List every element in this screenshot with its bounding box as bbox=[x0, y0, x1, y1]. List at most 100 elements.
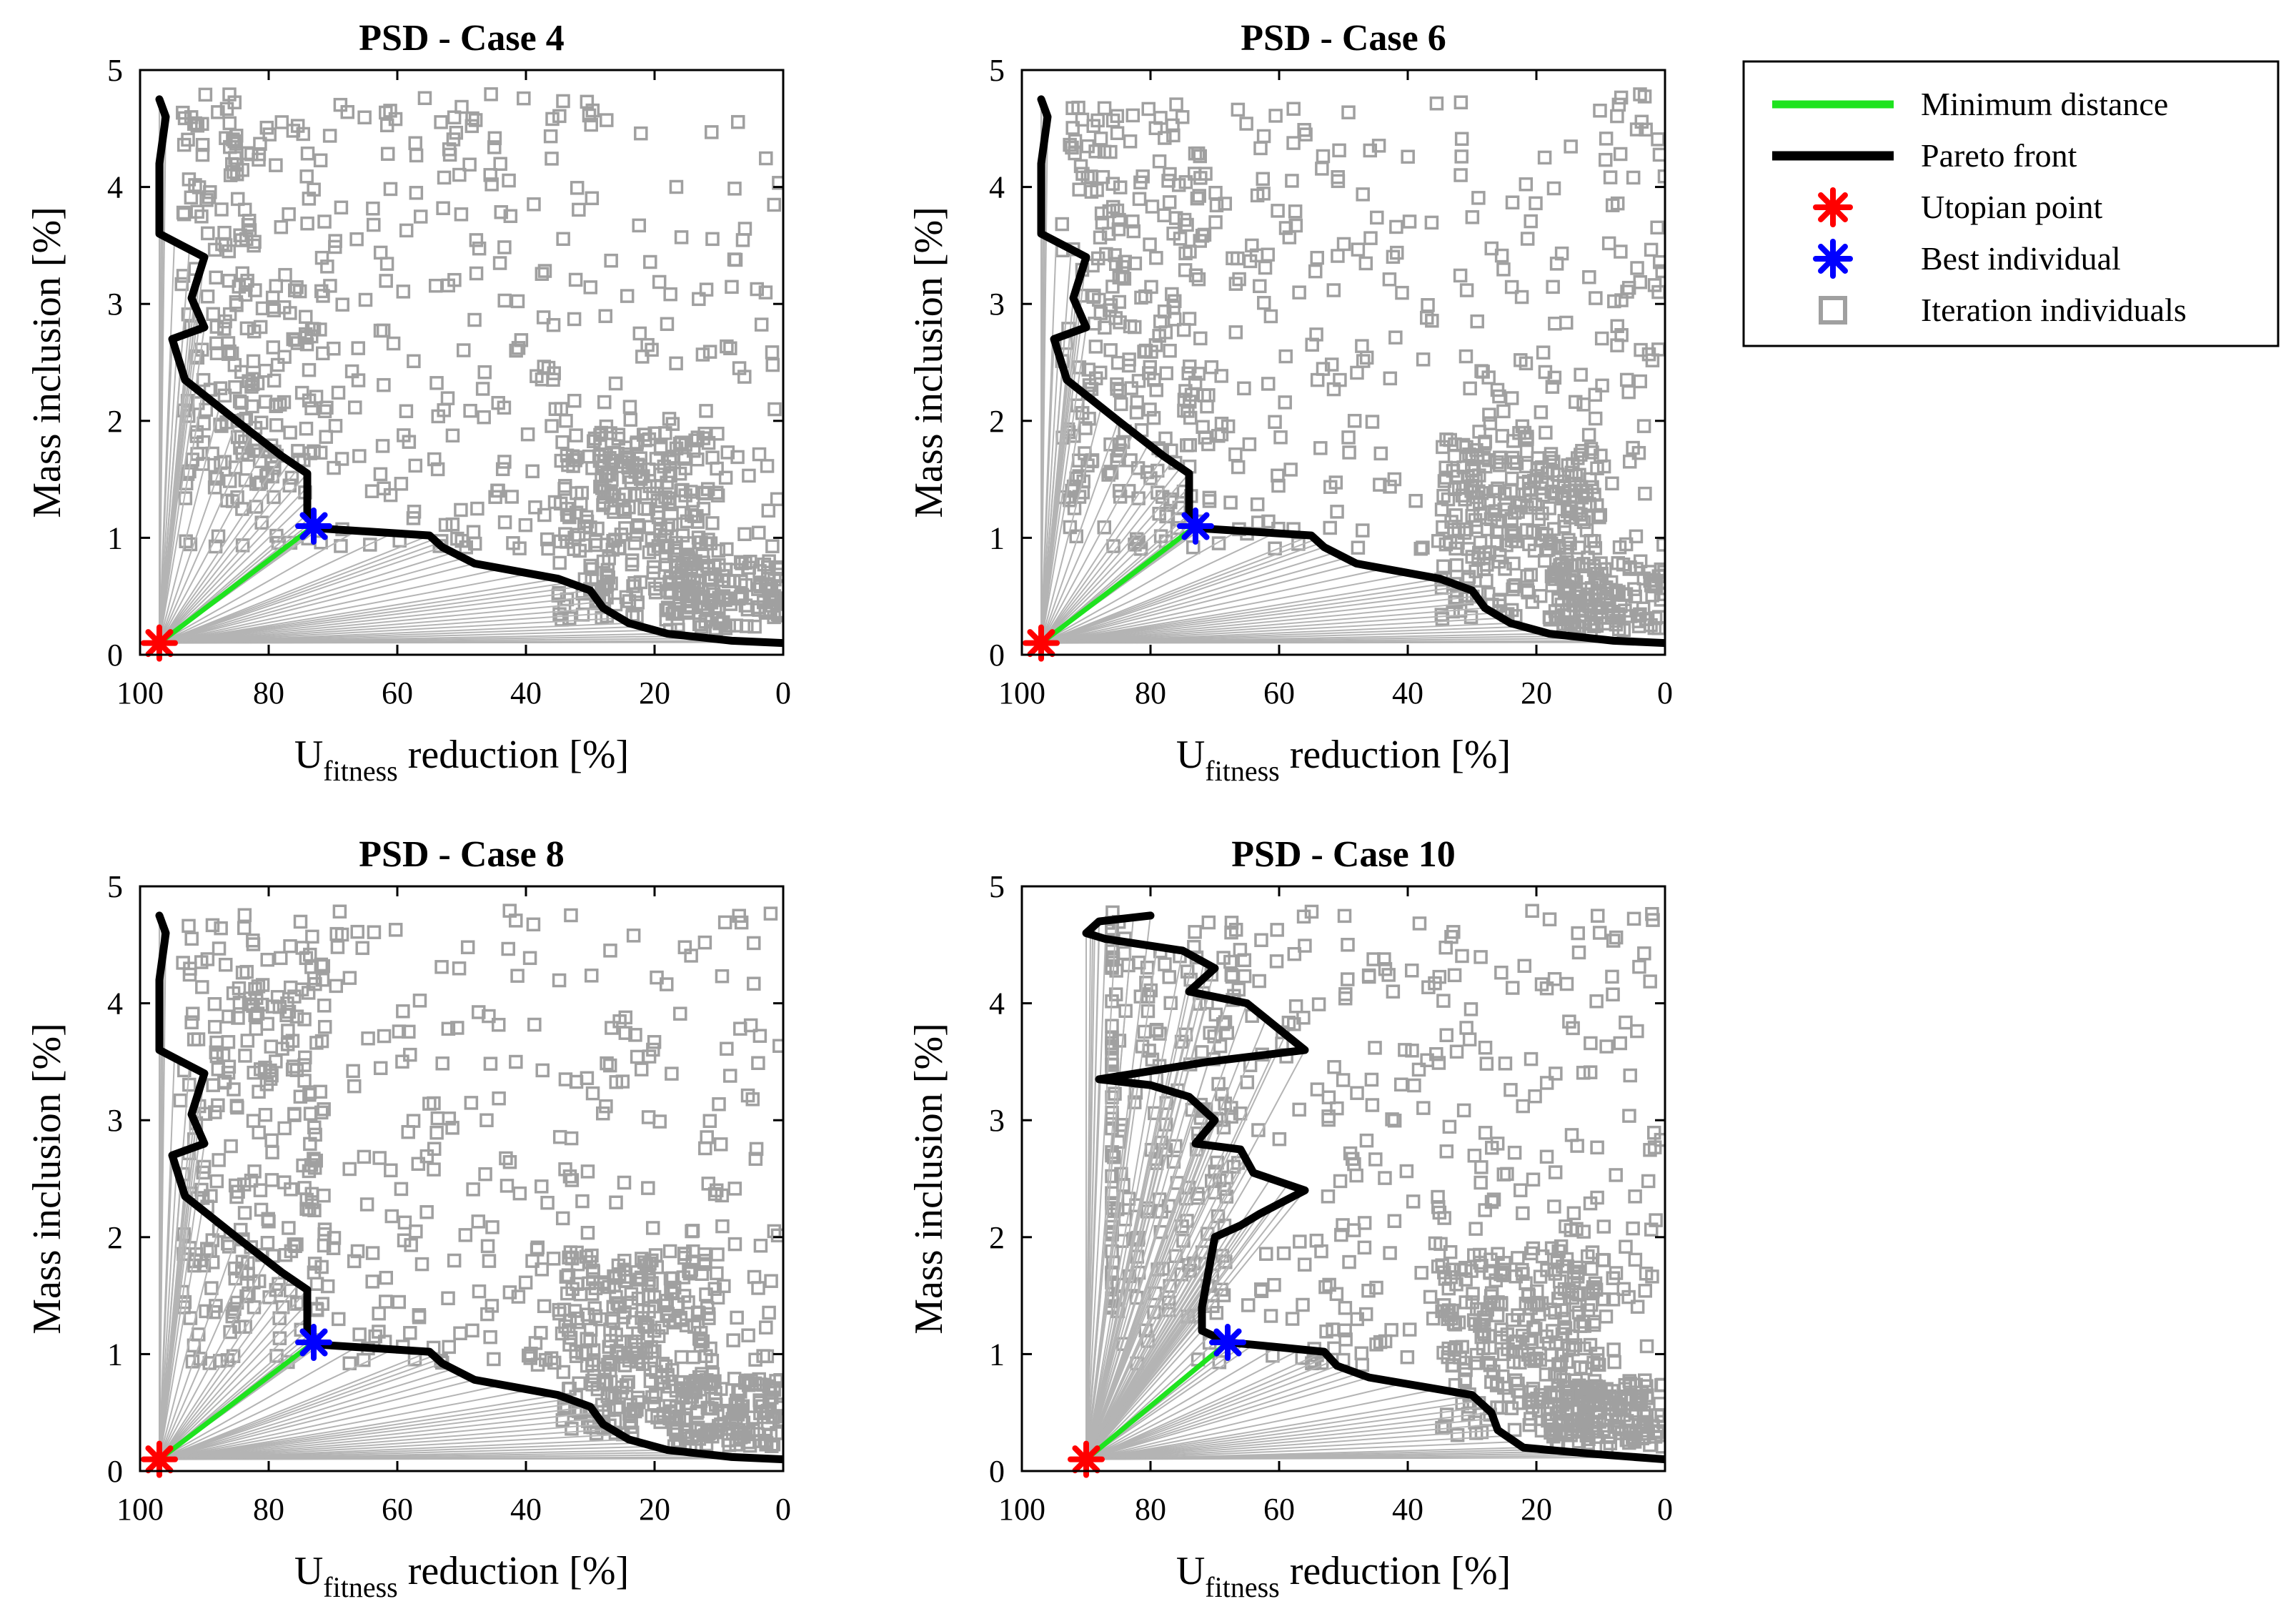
individual-marker bbox=[1088, 371, 1103, 386]
individual-marker bbox=[617, 502, 631, 517]
individual-marker bbox=[597, 395, 612, 410]
individual-marker bbox=[1554, 1239, 1569, 1254]
individual-marker bbox=[1507, 1336, 1522, 1350]
individual-marker bbox=[1476, 562, 1491, 576]
individual-marker bbox=[1637, 946, 1651, 961]
individual-marker bbox=[1656, 1440, 1665, 1454]
individual-marker bbox=[403, 1326, 417, 1340]
individual-marker bbox=[1447, 968, 1462, 983]
individual-marker bbox=[1158, 325, 1173, 340]
individual-marker bbox=[201, 226, 215, 241]
individual-marker bbox=[396, 1004, 410, 1019]
individual-marker bbox=[1489, 525, 1504, 539]
distance-ray bbox=[1040, 420, 1119, 643]
individual-marker bbox=[217, 1074, 232, 1089]
individual-marker bbox=[750, 1427, 765, 1441]
x-tick-label: 20 bbox=[639, 1492, 670, 1527]
individual-marker bbox=[1146, 410, 1161, 425]
distance-ray bbox=[159, 552, 454, 644]
individual-marker bbox=[217, 388, 232, 403]
individual-marker bbox=[548, 402, 563, 416]
individual-marker bbox=[1055, 217, 1070, 232]
individual-marker bbox=[319, 400, 334, 415]
individual-marker bbox=[646, 565, 661, 580]
individual-marker bbox=[258, 1107, 273, 1122]
individual-marker bbox=[1223, 954, 1238, 969]
individual-marker bbox=[602, 1058, 617, 1073]
individual-marker bbox=[419, 1149, 434, 1164]
individual-marker bbox=[388, 923, 403, 937]
x-tick-label: 0 bbox=[1657, 675, 1673, 710]
individual-marker bbox=[645, 1221, 660, 1235]
individual-marker bbox=[1153, 529, 1168, 543]
legend-label: Pareto front bbox=[1921, 137, 2077, 174]
distance-ray bbox=[159, 1143, 205, 1460]
individual-marker bbox=[269, 279, 283, 293]
individual-marker bbox=[208, 539, 223, 554]
individual-marker bbox=[350, 924, 364, 939]
individual-marker bbox=[1504, 533, 1519, 548]
individual-marker bbox=[1278, 221, 1293, 235]
individual-marker bbox=[235, 538, 250, 553]
individual-marker bbox=[1542, 501, 1556, 515]
individual-marker bbox=[1308, 264, 1323, 279]
legend-label: Minimum distance bbox=[1921, 86, 2168, 122]
individual-marker bbox=[1434, 608, 1449, 622]
individual-marker bbox=[1271, 204, 1285, 218]
individual-marker bbox=[272, 397, 287, 412]
x-tick-label: 100 bbox=[116, 675, 164, 710]
individual-marker bbox=[479, 1113, 494, 1127]
individual-marker bbox=[1135, 169, 1150, 184]
individual-marker bbox=[1175, 110, 1190, 124]
individual-marker bbox=[1357, 1240, 1372, 1255]
individual-marker bbox=[184, 931, 199, 946]
individual-marker bbox=[652, 1114, 667, 1129]
individual-marker bbox=[1609, 930, 1624, 945]
individual-marker bbox=[583, 558, 597, 573]
individual-marker bbox=[727, 1182, 742, 1196]
individual-marker bbox=[1400, 1350, 1415, 1365]
individual-marker bbox=[740, 1088, 755, 1103]
individual-marker bbox=[304, 1158, 319, 1172]
individual-marker bbox=[1639, 1339, 1654, 1354]
y-tick-label: 2 bbox=[989, 404, 1005, 439]
individual-marker bbox=[373, 467, 388, 482]
individual-marker bbox=[1271, 468, 1285, 483]
individual-marker bbox=[1519, 1313, 1534, 1327]
individual-marker bbox=[1619, 1015, 1633, 1030]
individual-marker bbox=[522, 951, 537, 966]
individual-marker bbox=[647, 1035, 662, 1049]
individual-marker bbox=[700, 1400, 715, 1415]
distance-ray bbox=[1085, 1412, 1492, 1460]
individual-marker bbox=[1576, 397, 1591, 412]
individual-marker bbox=[1272, 1132, 1287, 1147]
individual-marker bbox=[1566, 1021, 1580, 1036]
individual-marker bbox=[277, 300, 292, 315]
individual-marker bbox=[604, 253, 618, 268]
individual-marker bbox=[556, 232, 570, 247]
individual-marker bbox=[1214, 369, 1228, 383]
individual-marker bbox=[494, 205, 509, 219]
individual-marker bbox=[630, 437, 644, 452]
individual-marker bbox=[290, 119, 305, 133]
distance-ray bbox=[159, 1237, 237, 1460]
chart-title: PSD - Case 10 bbox=[1231, 834, 1455, 875]
individual-marker bbox=[408, 136, 422, 150]
individual-marker bbox=[751, 1056, 765, 1070]
legend-swatch-star bbox=[1813, 187, 1853, 227]
individual-marker bbox=[1350, 1086, 1364, 1100]
individual-marker bbox=[669, 1427, 683, 1442]
individual-marker bbox=[772, 560, 783, 575]
individual-marker bbox=[198, 87, 213, 102]
individual-marker bbox=[1296, 909, 1311, 924]
individual-marker bbox=[631, 1292, 646, 1306]
individual-marker bbox=[445, 428, 460, 443]
individual-marker bbox=[1534, 475, 1549, 490]
distance-ray bbox=[1040, 543, 1321, 644]
individual-marker bbox=[188, 116, 202, 131]
individual-marker bbox=[1555, 1415, 1569, 1429]
individual-marker bbox=[720, 1041, 734, 1056]
individual-marker bbox=[319, 430, 333, 444]
individual-marker bbox=[487, 1352, 501, 1367]
